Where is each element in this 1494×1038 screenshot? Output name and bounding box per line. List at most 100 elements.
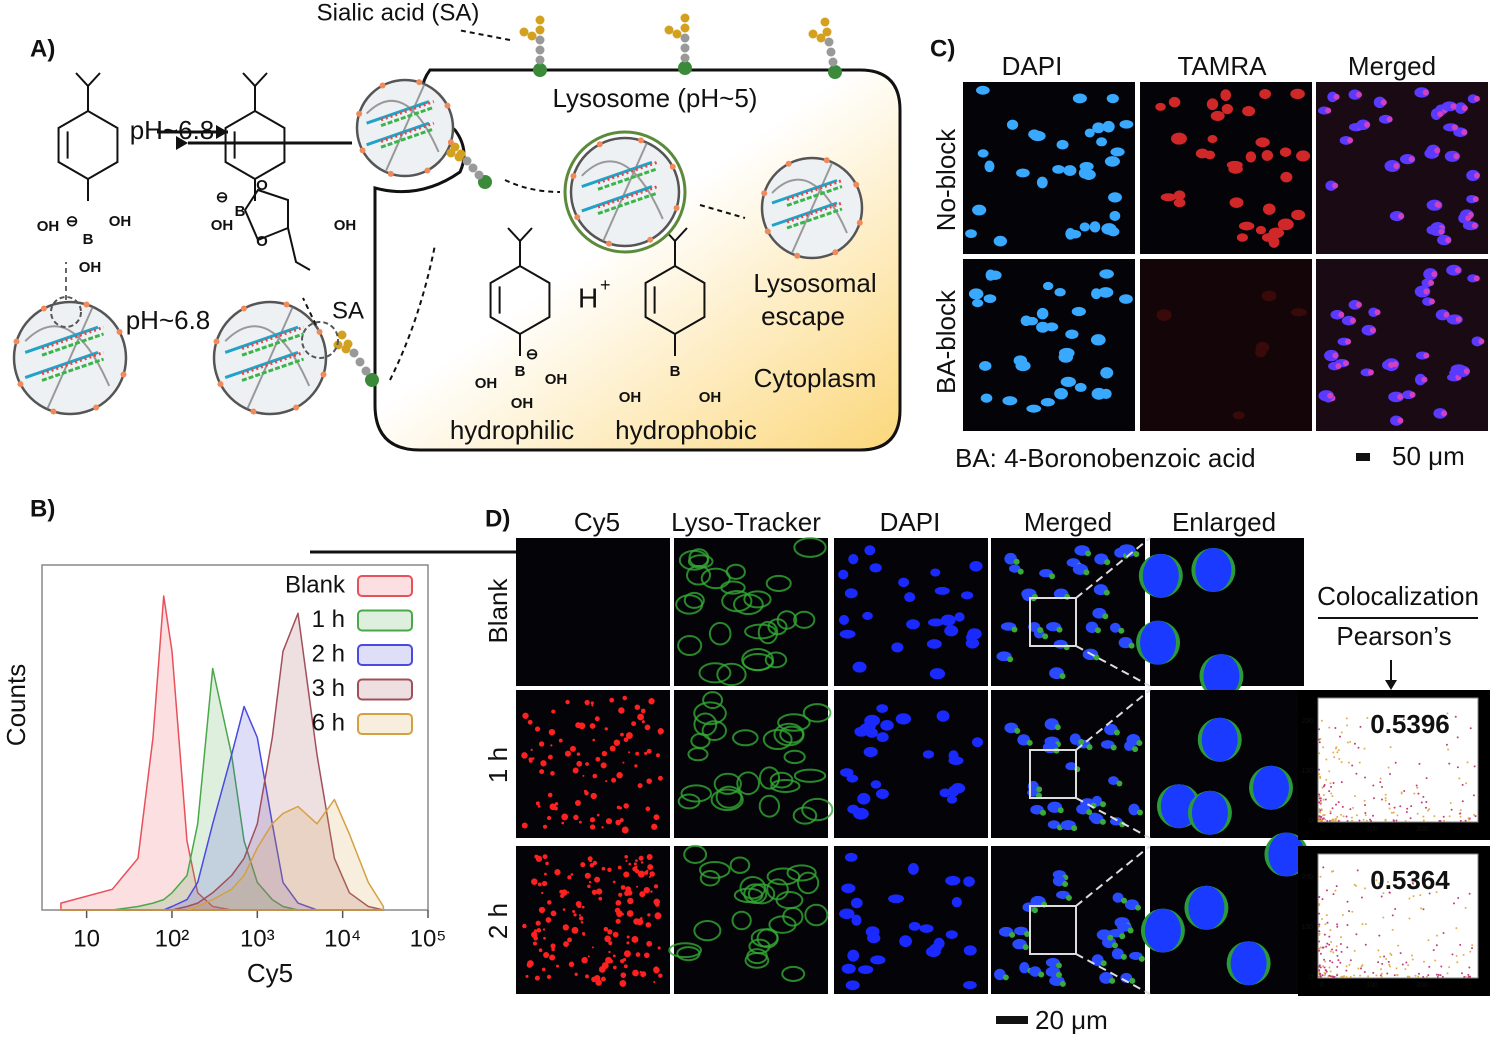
zoom-line [1075,645,1151,687]
scatter-point [1336,923,1339,926]
scatter-point [1356,869,1359,872]
puncta [1128,642,1135,649]
nucleus [839,768,854,777]
nucleus [967,628,982,640]
puncta [653,980,656,984]
nucleus [1112,892,1124,903]
puncta [646,940,653,947]
puncta [1333,93,1340,100]
puncta [644,952,650,959]
puncta [551,709,556,714]
nucleus [1100,388,1112,400]
nucleus [848,554,859,565]
puncta [534,975,540,981]
nucleus [875,788,889,800]
scatter-point [1319,819,1322,822]
nucleus [1101,223,1117,235]
label: Cytoplasm [754,363,877,393]
arrow-dashed [302,297,317,326]
glycan-unit [355,357,365,367]
cell [720,580,746,595]
scatter-point [1459,943,1462,946]
scatter-point [1318,912,1321,915]
scatter-point [1392,811,1395,814]
scatter-point [1318,752,1321,755]
dna-strand [380,121,435,143]
scatter-point [1318,930,1321,933]
legend-swatch [357,575,413,597]
scatter-point [1434,959,1437,962]
scatter-point [1349,959,1352,962]
puncta [541,967,546,972]
scatter-point [1328,935,1331,938]
micrograph [674,690,834,838]
puncta [617,865,622,870]
puncta [537,804,541,808]
puncta [626,941,630,945]
scatter-point [1321,946,1324,949]
cell [765,574,792,592]
nucleus [838,569,849,580]
puncta [588,880,592,884]
puncta [547,900,552,905]
dna-strand [41,325,105,350]
puncta [650,890,653,893]
scatter-point [1319,966,1322,969]
scatter-point [1332,751,1335,754]
scatter-point [1439,974,1442,977]
scatter-point [1330,819,1333,822]
puncta [1112,942,1119,949]
puncta [1071,825,1078,832]
scatter-point [1410,805,1413,808]
puncta [1428,279,1435,286]
scatter-point [1435,973,1438,976]
surface-dot [240,305,247,312]
scatter-point [1435,934,1438,937]
puncta [1054,724,1061,731]
scatter-point [1318,728,1321,731]
nucleus [857,792,871,805]
cell [677,793,701,810]
scatter-point [1401,963,1404,966]
scatter-point [1339,943,1342,946]
micrograph [516,846,670,994]
scatter-point [1341,913,1344,916]
nucleus [838,614,850,625]
nucleus [1114,547,1126,558]
puncta [537,882,542,887]
scatter-point [1364,814,1367,817]
nucleus [1195,148,1209,159]
nucleus [1423,268,1438,281]
surface-dot [424,167,431,174]
scatter-point [1349,740,1352,743]
scatter-point [1404,968,1407,971]
nucleus [939,788,951,798]
scatter-point [1380,798,1383,801]
zoom-box [1029,905,1077,955]
caption: BA: 4-Boronobenzoic acid [955,443,1256,473]
puncta [1011,626,1018,633]
scatter-point [1323,958,1326,961]
nucleus [908,921,921,931]
puncta [649,871,655,877]
cell [786,864,817,882]
scatter-point [1318,969,1321,972]
atom-label: OH [545,371,568,388]
nucleus [1036,307,1049,320]
scatter-point [1391,914,1394,917]
nucleus [1040,398,1055,407]
atom-label: OH [334,217,357,234]
puncta [540,760,547,767]
nucleus [980,393,993,403]
puncta [1434,147,1441,154]
scatter-point [1365,819,1368,822]
puncta [589,824,596,830]
scatter-point [1451,953,1454,956]
pearson-value: 0.5364 [1370,865,1450,895]
scatter-point [1396,973,1399,976]
dna-strand [786,207,843,230]
label: pH~6.8 [130,115,215,145]
nucleus [844,852,858,862]
scatter-point [1407,964,1410,967]
column-header: Cy5 [574,507,620,537]
